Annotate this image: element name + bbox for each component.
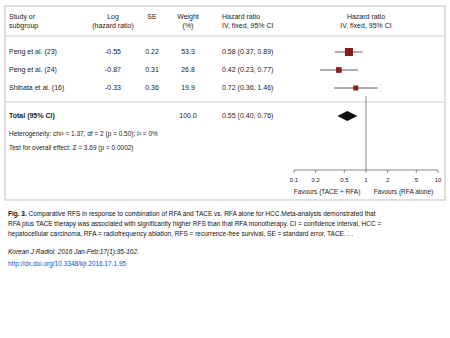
total-diamond	[337, 111, 357, 121]
text-line: Hazard ratio	[347, 13, 385, 20]
x-tick	[438, 170, 439, 173]
study-label: Peng et al. (23)	[9, 48, 57, 56]
text-line: Hazard ratio	[222, 13, 260, 20]
total-label: Total (95% CI)	[9, 112, 55, 120]
log-hr: -0.33	[105, 84, 121, 91]
caption-line: Comparative RFS in response to combinati…	[27, 210, 376, 218]
text-line: IV, fixed, 95% CI	[340, 22, 392, 29]
total-weight: 100.0	[179, 112, 197, 119]
x-tick	[387, 170, 388, 173]
caption-line: hepatocellular carcinoma, RFA = radiofre…	[8, 230, 353, 238]
x-label-left: Favours (TACE + RFA)	[294, 188, 361, 196]
x-tick	[294, 170, 295, 173]
journal-citation: Korean J Radiol. 2016 Jan-Feb;17(1):95-1…	[8, 248, 139, 256]
hr-ci-label: 0.72 (0.36, 1.46)	[222, 84, 273, 92]
study-label: Peng et al. (24)	[9, 66, 57, 74]
text-line: Log	[107, 13, 119, 21]
caption: Comparative RFS in response to combinati…	[8, 210, 381, 238]
hr-ci-label: 0.42 (0.23, 0.77)	[222, 66, 273, 74]
log-hr: -0.87	[105, 66, 121, 73]
hr-ci-label: 0.58 (0.37, 0.89)	[222, 48, 273, 56]
plot-marks	[320, 48, 378, 170]
x-label-right: Favours (RFA alone)	[374, 188, 434, 196]
weight: 19.9	[181, 84, 195, 91]
x-tick	[344, 170, 345, 173]
text-line: Weight	[177, 13, 199, 21]
se: 0.31	[145, 66, 159, 73]
weight: 26.8	[181, 66, 195, 73]
text-line: subgroup	[9, 22, 38, 30]
weight: 53.3	[181, 48, 195, 55]
column-header: Log(hazard ratio)	[92, 13, 134, 30]
x-tick	[315, 170, 316, 173]
annotation: Heterogeneity: chi² = 1.37, df = 2 (p = …	[9, 130, 158, 138]
text-line: (hazard ratio)	[92, 22, 134, 30]
x-tick-label: 5	[415, 177, 419, 183]
x-tick-label: 1	[364, 177, 368, 183]
column-header: Hazard ratio IV, fixed, 95% CI	[340, 13, 392, 29]
table-frame	[5, 6, 445, 200]
study-square	[345, 48, 353, 56]
caption-title: Fig. 3.	[8, 210, 27, 218]
header-separator	[5, 36, 445, 37]
caption-line: RFA plus TACE therapy was associated wit…	[8, 220, 381, 228]
text-line: SE	[147, 13, 157, 20]
forest-chart: Study orsubgroup Log(hazard ratio) SE Weigh…	[0, 0, 450, 338]
x-tick-label: 0.5	[340, 177, 349, 183]
x-tick-label: 2	[386, 177, 390, 183]
column-header: Hazard ratio IV, fixed, 95% CI	[222, 13, 274, 29]
study-square	[336, 67, 342, 73]
x-tick-label: 0.1	[290, 177, 299, 183]
column-header: Weight(%)	[177, 13, 199, 30]
doi-link: http://dx.doi.org/10.3348/kjr.2016.17.1.…	[8, 260, 127, 268]
column-header: Study orsubgroup	[9, 13, 38, 30]
x-tick	[416, 170, 417, 173]
text-line: Study or	[9, 13, 36, 21]
se: 0.22	[145, 48, 159, 55]
log-hr: -0.55	[105, 48, 121, 55]
text-line: (%)	[183, 22, 194, 30]
total-hr-ci-label: 0.55 (0.40, 0.76)	[222, 112, 273, 120]
study-square	[353, 86, 358, 91]
annotation: Test for overall effect: Z = 3.69 (p = 0…	[9, 144, 134, 152]
x-tick-label: 0.2	[312, 177, 321, 183]
x-tick	[366, 170, 367, 173]
se: 0.36	[145, 84, 159, 91]
x-tick-label: 10	[435, 177, 442, 183]
reference-line	[366, 96, 367, 170]
text-line: IV, fixed, 95% CI	[222, 22, 274, 29]
study-label: Shibata et al. (16)	[9, 84, 64, 92]
column-header: SE	[147, 13, 157, 20]
total-separator	[5, 102, 445, 103]
